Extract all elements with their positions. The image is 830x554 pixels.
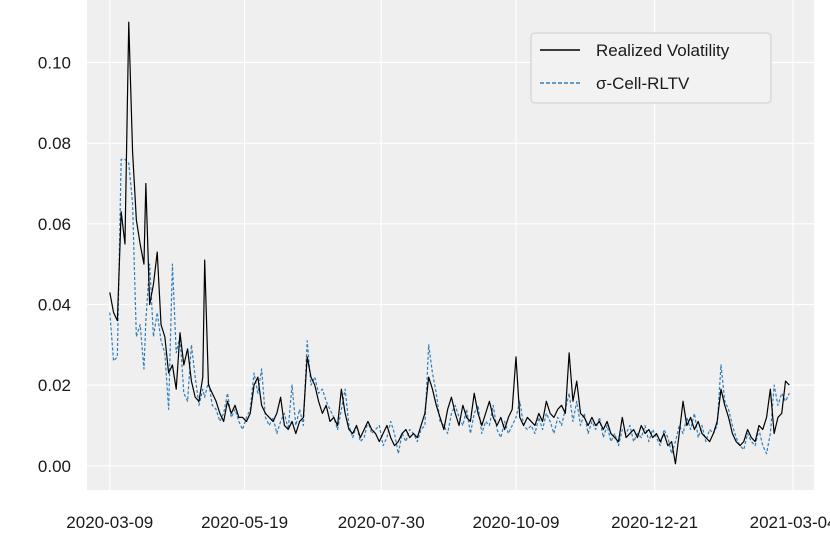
x-tick-label: 2020-10-09 [473,513,560,532]
series-line-realized-volatility [109,21,790,465]
series-group [109,21,790,465]
legend-label-realized-volatility: Realized Volatility [596,41,730,60]
series-line-cell-rltv [109,158,790,455]
y-tick-label: 0.08 [38,134,71,153]
legend: Realized Volatility σ-Cell-RLTV [530,32,772,104]
y-tick-label: 0.02 [38,376,71,395]
x-tick-label: 2020-03-09 [66,513,153,532]
legend-label-sigma-cell-rltv: σ-Cell-RLTV [596,74,690,93]
y-tick-label: 0.10 [38,54,71,73]
x-tick-label: 2020-05-19 [201,513,288,532]
x-axis-ticks: 2020-03-09 2020-05-19 2020-07-30 2020-10-09… [66,513,830,532]
legend-box [530,32,772,104]
y-axis-ticks: 0.00 0.02 0.04 0.06 0.08 0.10 [38,54,71,476]
x-tick-label: 2020-12-21 [611,513,698,532]
x-tick-label: 2021-03-04 [750,513,830,532]
y-tick-label: 0.06 [38,215,71,234]
x-tick-label: 2020-07-30 [338,513,425,532]
y-tick-label: 0.00 [38,457,71,476]
grid [87,0,814,490]
y-tick-label: 0.04 [38,295,71,314]
